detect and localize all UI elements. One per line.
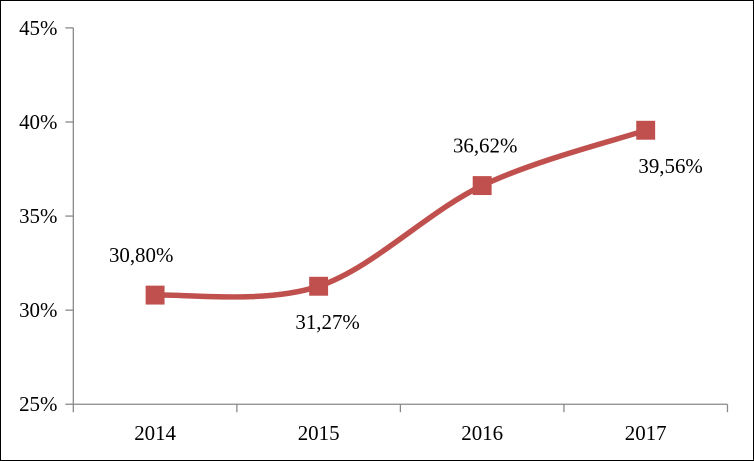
x-tick-label: 2016 (461, 421, 503, 445)
y-tick-label: 30% (19, 298, 57, 322)
x-tick-label: 2017 (625, 421, 667, 445)
data-label: 36,62% (453, 134, 517, 158)
y-tick-label: 25% (19, 392, 57, 416)
data-point-marker (145, 285, 165, 305)
x-tick-label: 2014 (134, 421, 176, 445)
data-label: 31,27% (295, 310, 359, 334)
x-tick-label: 2015 (298, 421, 340, 445)
data-point-marker (472, 176, 492, 196)
data-point-marker (309, 276, 329, 296)
plot-area: 25% 30% 35% 40% 45% 2014 2015 2016 2017 30,80% 31,… (19, 16, 729, 445)
data-label: 30,80% (109, 243, 173, 267)
y-tick-label: 35% (19, 204, 57, 228)
data-point-marker (636, 120, 656, 140)
y-tick-label: 45% (19, 16, 57, 40)
series-line (152, 127, 649, 300)
data-label: 39,56% (638, 154, 702, 178)
y-tick-label: 40% (19, 110, 57, 134)
